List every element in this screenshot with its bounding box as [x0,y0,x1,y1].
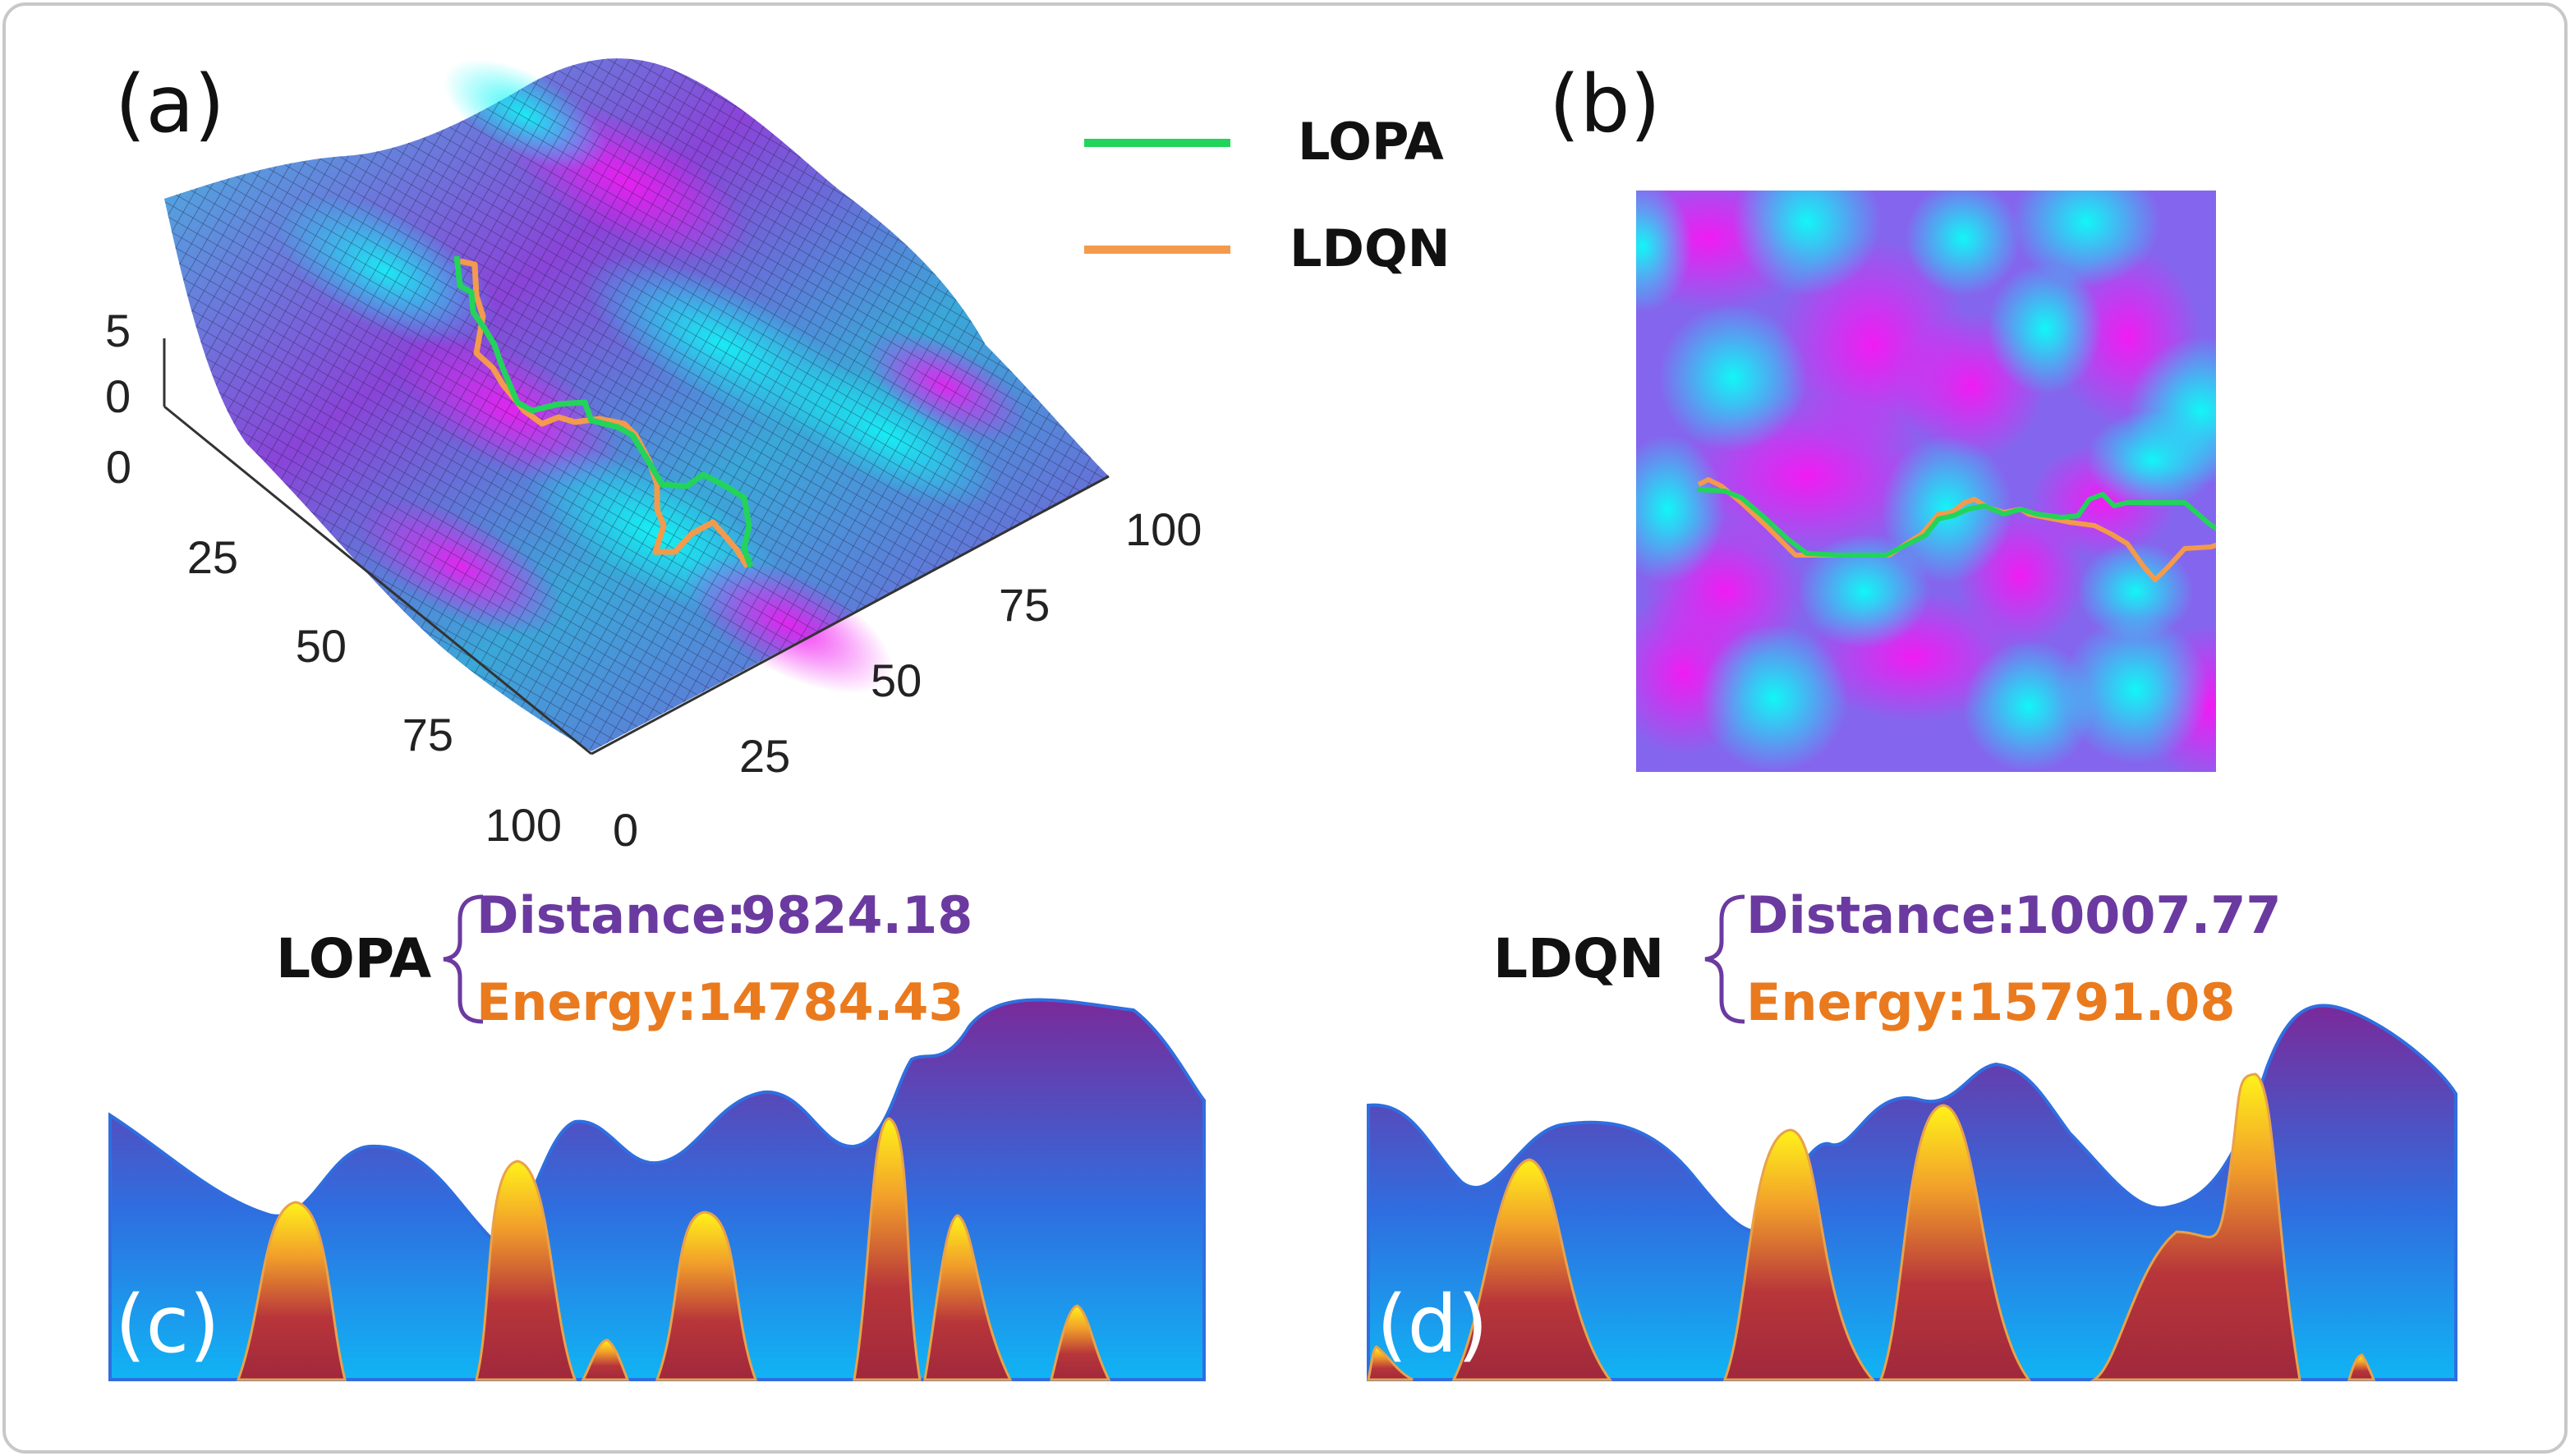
metrics-ldqn-distance-label: Distance: [1746,885,2016,945]
heatmap [1636,191,2216,772]
legend-ldqn-label: LDQN [1290,218,1451,278]
panel-a-label: (a) [115,58,225,150]
y-tick: 25 [187,531,238,583]
y-tick: 75 [402,709,453,760]
panel-d: (d) [1367,1004,2457,1381]
x-tick: 25 [739,730,790,782]
metrics-ldqn-energy-label: Energy: [1746,972,1967,1032]
profile-c-energy-peaks [236,1117,1111,1381]
profile-d-energy-peaks [1367,1072,2376,1381]
metrics-ldqn-name: LDQN [1493,927,1664,990]
metrics-lopa-distance-value: 9824.18 [741,885,972,945]
panel-d-label: (d) [1377,1279,1488,1371]
profile-c-terrain [108,998,1206,1381]
path-ldqn-3d [459,258,750,568]
metrics-ldqn-energy-value: 15791.08 [1968,972,2236,1032]
metrics-lopa-distance-label: Distance: [476,885,747,945]
y-tick: 0 [106,441,131,493]
path-lopa-3d [453,255,754,568]
metrics-lopa-brace [443,894,484,1024]
panel-c: (c) [108,998,1206,1381]
metrics-lopa-energy-label: Energy: [476,972,697,1032]
terrain-mesh [164,58,1109,752]
panel-b-label: (b) [1549,58,1661,150]
metrics-ldqn-brace [1704,894,1745,1024]
axes-3d [163,338,1110,756]
z-tick: 5 [105,305,131,356]
metrics-ldqn-distance-value: 10007.77 [2014,885,2282,945]
legend-lopa-label: LOPA [1298,112,1444,172]
heatmap-cyan-regions [1636,191,2216,772]
metrics-lopa: LOPA Distance: 9824.18 Energy: 14784.43 [276,885,972,1032]
metrics-ldqn: LDQN Distance: 10007.77 Energy: 15791.08 [1493,885,2282,1032]
x-tick: 0 [613,804,638,856]
z-axis-ticks: 5 0 [105,305,131,422]
metrics-lopa-energy-value: 14784.43 [697,972,964,1032]
z-tick: 0 [105,370,131,422]
x-axis-ticks: 0 25 50 75 100 [613,503,1202,856]
x-tick: 75 [999,579,1050,631]
y-axis-ticks: 0 25 50 75 100 [106,441,562,851]
path-lopa-2d [1696,487,2216,558]
y-tick: 100 [485,799,562,851]
x-tick: 100 [1125,503,1202,555]
panel-b: (b) [1549,58,2216,772]
panel-c-label: (c) [115,1279,220,1371]
legend: LOPA LDQN [1084,112,1451,278]
x-tick: 50 [871,655,922,706]
metrics-lopa-name: LOPA [276,927,431,990]
y-tick: 50 [296,620,347,672]
panel-a: (a) 5 0 0 25 50 [105,58,1202,856]
